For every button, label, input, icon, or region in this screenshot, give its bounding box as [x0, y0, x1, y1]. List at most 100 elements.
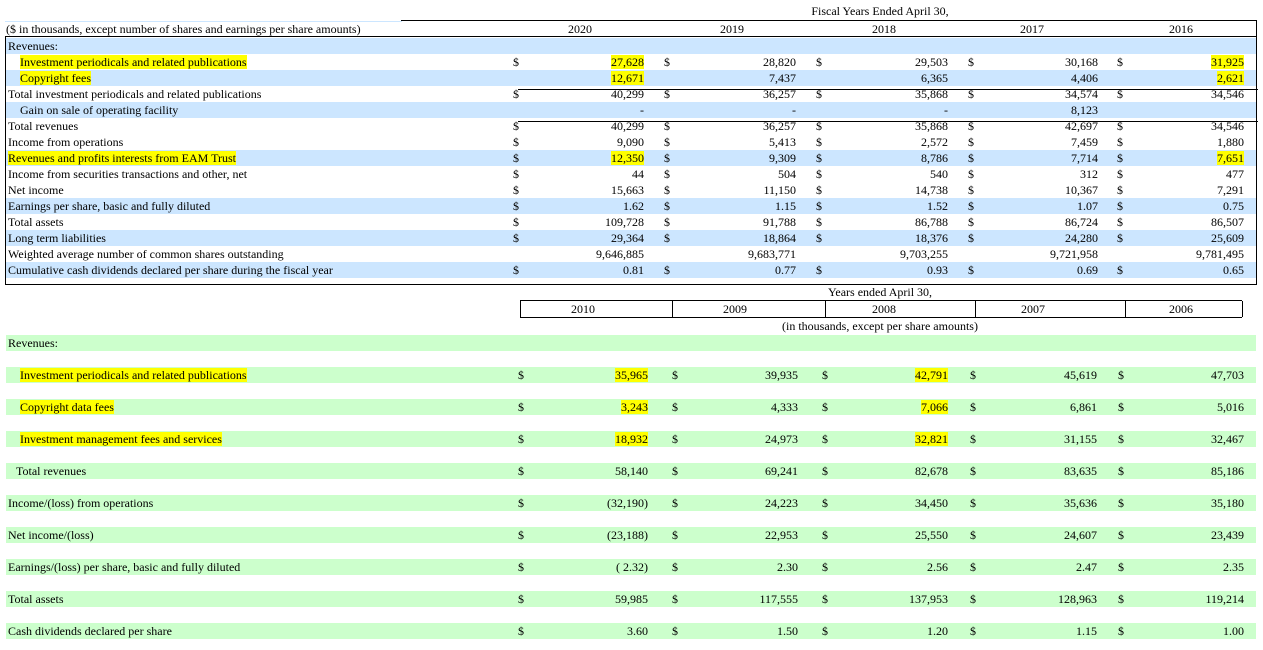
- table1-value-cell: 34,546: [1211, 119, 1244, 133]
- dollar-sign: $: [1118, 400, 1124, 414]
- dollar-sign: $: [822, 432, 828, 446]
- table2-value-cell: 32,467: [1211, 432, 1244, 446]
- table2-value-cell: 2.35: [1223, 560, 1244, 574]
- table1-value-cell: 0.77: [775, 263, 796, 277]
- dollar-sign: $: [513, 135, 519, 149]
- table1-header-blue-rule: [5, 21, 402, 22]
- table1-value-cell: 0.65: [1223, 263, 1244, 277]
- table1-year-header: 2018: [872, 22, 896, 36]
- table1-value-cell: 40,299: [611, 119, 644, 133]
- table2-row: [6, 623, 1256, 639]
- table2-row-label: Net income/(loss): [8, 528, 94, 542]
- table1-value-cell: 9,781,495: [1196, 247, 1244, 261]
- table2-row-label: Income/(loss) from operations: [8, 496, 154, 510]
- dollar-sign: $: [968, 263, 974, 277]
- table2-value-cell: 42,791: [915, 368, 948, 382]
- table1-value-cell: 12,671: [611, 71, 644, 85]
- table1-top-rule: [401, 20, 1257, 21]
- table1-row-label: Income from securities transactions and …: [8, 167, 248, 181]
- table1-row-label: Revenues and profits interests from EAM …: [8, 151, 236, 165]
- table2-value-cell: 137,953: [909, 592, 948, 606]
- table2-year-header: 2008: [872, 302, 896, 316]
- table1-value-cell: 86,724: [1065, 215, 1098, 229]
- dollar-sign: $: [968, 87, 974, 101]
- table1-unit-note: ($ in thousands, except number of shares…: [6, 22, 361, 36]
- dollar-sign: $: [513, 55, 519, 69]
- table2-super-title: Years ended April 30,: [827, 285, 933, 299]
- table2-column-divider: [1125, 301, 1126, 317]
- dollar-sign: $: [816, 263, 822, 277]
- table2-value-cell: 83,635: [1064, 464, 1097, 478]
- dollar-sign: $: [1118, 528, 1124, 542]
- dollar-sign: $: [816, 55, 822, 69]
- table1-value-cell: 1.62: [623, 199, 644, 213]
- table2-value-cell: 47,703: [1211, 368, 1244, 382]
- dollar-sign: $: [518, 560, 524, 574]
- dollar-sign: $: [672, 624, 678, 638]
- dollar-sign: $: [664, 231, 670, 245]
- dollar-sign: $: [664, 183, 670, 197]
- dollar-sign: $: [970, 624, 976, 638]
- table1-value-cell: 91,788: [763, 215, 796, 229]
- table2-value-cell: 82,678: [915, 464, 948, 478]
- table1-row-label: Copyright fees: [20, 71, 91, 85]
- table1-value-cell: 27,628: [611, 55, 644, 69]
- table2-row-label: Cash dividends declared per share: [8, 624, 172, 638]
- dollar-sign: $: [518, 464, 524, 478]
- dollar-sign: $: [968, 215, 974, 229]
- table1-value-cell: 9,683,771: [748, 247, 796, 261]
- dollar-sign: $: [518, 624, 524, 638]
- dollar-sign: $: [822, 528, 828, 542]
- dollar-sign: $: [664, 167, 670, 181]
- table1-row: [6, 230, 1256, 246]
- table2-row: [6, 559, 1256, 575]
- table2-column-divider: [825, 301, 826, 317]
- table1-value-cell: 7,651: [1217, 151, 1244, 165]
- table2-value-cell: 85,186: [1211, 464, 1244, 478]
- table1-value-cell: 8,786: [921, 151, 948, 165]
- table2-value-cell: 18,932: [615, 432, 648, 446]
- dollar-sign: $: [518, 496, 524, 510]
- table1-value-cell: 7,437: [769, 71, 796, 85]
- dollar-sign: $: [664, 119, 670, 133]
- dollar-sign: $: [1117, 183, 1123, 197]
- table1-value-cell: 540: [930, 167, 948, 181]
- dollar-sign: $: [816, 183, 822, 197]
- dollar-sign: $: [664, 263, 670, 277]
- table1-value-cell: 0.93: [927, 263, 948, 277]
- dollar-sign: $: [1117, 263, 1123, 277]
- table2-value-cell: 23,439: [1211, 528, 1244, 542]
- table1-value-cell: 29,364: [611, 231, 644, 245]
- dollar-sign: $: [513, 167, 519, 181]
- dollar-sign: $: [664, 135, 670, 149]
- table2-value-cell: 45,619: [1064, 368, 1097, 382]
- dollar-sign: $: [513, 119, 519, 133]
- table2-column-divider: [520, 301, 521, 317]
- table2-super-rule: [520, 300, 1242, 301]
- table2-column-divider: [672, 301, 673, 317]
- table2-value-cell: ( 2.32): [616, 560, 648, 574]
- table1-value-cell: 29,503: [915, 55, 948, 69]
- dollar-sign: $: [513, 199, 519, 213]
- table2-value-cell: 2.47: [1076, 560, 1097, 574]
- dollar-sign: $: [822, 496, 828, 510]
- dollar-sign: $: [970, 560, 976, 574]
- table2-year-rule: [520, 317, 1242, 318]
- table1-value-cell: 86,788: [915, 215, 948, 229]
- dollar-sign: $: [816, 199, 822, 213]
- table1-value-cell: 1.15: [775, 199, 796, 213]
- table2-year-header: 2006: [1169, 302, 1193, 316]
- dollar-sign: $: [513, 263, 519, 277]
- table1-value-cell: 36,257: [763, 87, 796, 101]
- dollar-sign: $: [822, 624, 828, 638]
- table1-year-header: 2017: [1020, 22, 1044, 36]
- dollar-sign: $: [672, 528, 678, 542]
- dollar-sign: $: [672, 368, 678, 382]
- dollar-sign: $: [664, 55, 670, 69]
- dollar-sign: $: [672, 400, 678, 414]
- dollar-sign: $: [672, 560, 678, 574]
- dollar-sign: $: [1117, 135, 1123, 149]
- dollar-sign: $: [664, 151, 670, 165]
- table1-value-cell: 44: [632, 167, 644, 181]
- table2-value-cell: 2.30: [777, 560, 798, 574]
